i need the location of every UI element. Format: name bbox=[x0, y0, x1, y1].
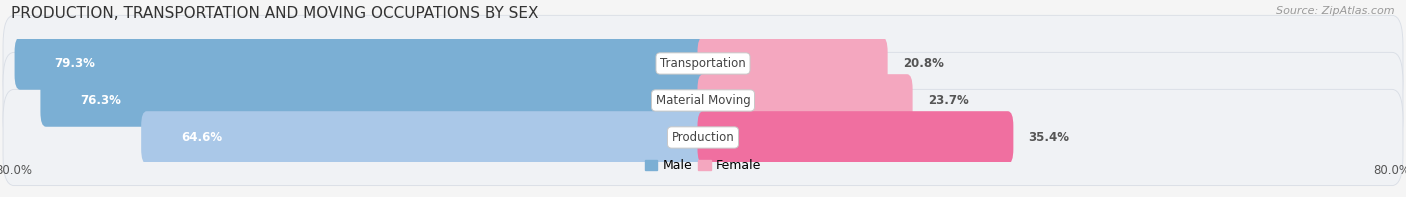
FancyBboxPatch shape bbox=[3, 89, 1403, 186]
Text: 35.4%: 35.4% bbox=[1029, 131, 1070, 144]
Text: 76.3%: 76.3% bbox=[80, 94, 121, 107]
FancyBboxPatch shape bbox=[14, 37, 709, 90]
FancyBboxPatch shape bbox=[697, 37, 887, 90]
Text: Transportation: Transportation bbox=[661, 57, 745, 70]
Text: 20.8%: 20.8% bbox=[903, 57, 943, 70]
Text: PRODUCTION, TRANSPORTATION AND MOVING OCCUPATIONS BY SEX: PRODUCTION, TRANSPORTATION AND MOVING OC… bbox=[11, 6, 538, 21]
Text: Source: ZipAtlas.com: Source: ZipAtlas.com bbox=[1277, 6, 1395, 16]
FancyBboxPatch shape bbox=[41, 74, 709, 127]
FancyBboxPatch shape bbox=[3, 52, 1403, 149]
Text: Production: Production bbox=[672, 131, 734, 144]
Text: 79.3%: 79.3% bbox=[55, 57, 96, 70]
FancyBboxPatch shape bbox=[3, 15, 1403, 112]
FancyBboxPatch shape bbox=[141, 111, 709, 164]
Text: 64.6%: 64.6% bbox=[181, 131, 222, 144]
Text: Material Moving: Material Moving bbox=[655, 94, 751, 107]
FancyBboxPatch shape bbox=[697, 111, 1014, 164]
Text: 23.7%: 23.7% bbox=[928, 94, 969, 107]
FancyBboxPatch shape bbox=[697, 74, 912, 127]
Legend: Male, Female: Male, Female bbox=[640, 154, 766, 177]
